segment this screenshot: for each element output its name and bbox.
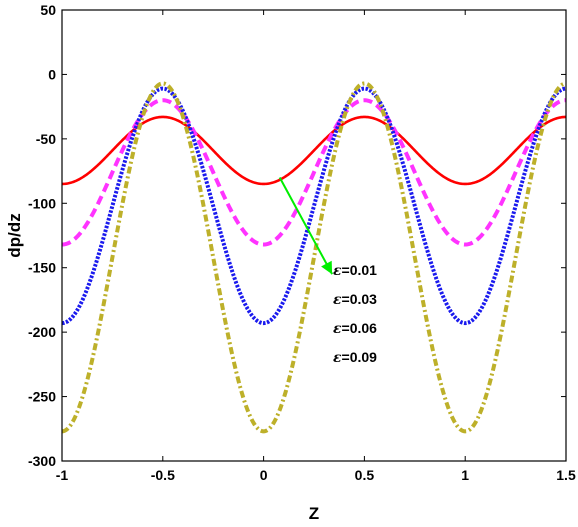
- y-tick-label: -150: [28, 260, 56, 276]
- series-layer: [61, 81, 567, 434]
- x-tick-label: 0.5: [355, 467, 375, 483]
- plot-frame: [61, 9, 567, 462]
- x-axis-label: Z: [309, 504, 319, 523]
- x-tick-label: 1.5: [556, 467, 576, 483]
- ticks-layer: -1 -0.5 0 0.5 1 1.5 50 0 -50 -100 -150 -200 -250 -300: [28, 2, 576, 483]
- annotation-arrow: [278, 177, 334, 275]
- arrow-shaft: [278, 177, 334, 275]
- y-tick-label: 50: [40, 2, 56, 18]
- legend-entry-1: ε=0.01: [333, 262, 377, 279]
- y-tick-label: -300: [28, 453, 56, 469]
- x-tick-label: -1: [56, 467, 69, 483]
- y-tick-label: -200: [28, 324, 56, 340]
- y-tick-label: -50: [36, 131, 56, 147]
- legend-entry-3: ε=0.06: [333, 320, 377, 337]
- y-tick-label: 0: [48, 66, 56, 82]
- y-axis-label: dp/dz: [5, 213, 24, 257]
- legend-entry-4: ε=0.09: [333, 349, 377, 366]
- x-tick-label: 1: [461, 467, 469, 483]
- y-tick-label: -100: [28, 195, 56, 211]
- series-line-1: [61, 115, 567, 186]
- x-tick-label: 0: [260, 467, 268, 483]
- legend: ε=0.01 ε=0.03 ε=0.06 ε=0.09: [333, 262, 377, 366]
- y-tick-label: -250: [28, 389, 56, 405]
- series-line-4: [61, 81, 567, 434]
- arrow-head: [321, 260, 333, 275]
- x-tick-label: -0.5: [151, 467, 175, 483]
- legend-entry-2: ε=0.03: [333, 291, 377, 308]
